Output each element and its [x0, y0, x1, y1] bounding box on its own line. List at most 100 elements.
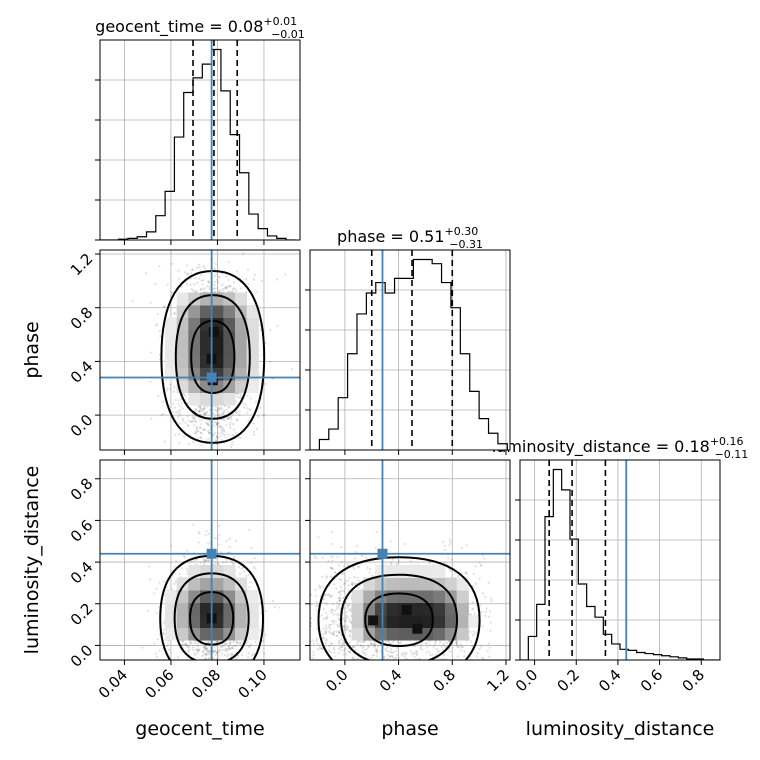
- density-geocent_time-vs-phase-sample-point: [222, 430, 226, 433]
- density-geocent_time-vs-phase-sample-point: [219, 425, 222, 428]
- density-phase-vs-luminosity_distance-sample-point: [310, 593, 313, 596]
- density-phase-vs-luminosity_distance-sample-point: [481, 625, 484, 628]
- density-geocent_time-vs-phase-density-cell: [165, 317, 178, 331]
- density-phase-vs-luminosity_distance-sample-point: [335, 634, 338, 637]
- density-phase-vs-luminosity_distance-sample-point: [333, 613, 336, 616]
- density-geocent_time-vs-luminosity_distance-sample-point: [221, 645, 224, 648]
- density-phase-vs-luminosity_distance-sample-point: [331, 567, 334, 571]
- xlabel-phase: phase: [381, 718, 438, 740]
- density-geocent_time-vs-luminosity_distance-sample-point: [217, 543, 220, 546]
- density-phase-vs-luminosity_distance-sample-point: [327, 649, 331, 652]
- density-phase-vs-luminosity_distance-sample-point: [489, 629, 492, 632]
- density-phase-vs-luminosity_distance-sample-point: [389, 540, 392, 543]
- density-geocent_time-vs-luminosity_distance-density-cell: [223, 577, 236, 591]
- density-geocent_time-vs-luminosity_distance-sample-point: [173, 565, 176, 568]
- density-geocent_time-vs-luminosity_distance-sample-point: [228, 537, 232, 540]
- density-geocent_time-vs-phase-density-cell: [246, 355, 259, 368]
- density-geocent_time-vs-phase-sample-point: [235, 270, 239, 273]
- density-phase-vs-luminosity_distance-sample-point: [376, 652, 379, 655]
- density-phase-vs-luminosity_distance-sample-point: [341, 639, 344, 642]
- density-geocent_time-vs-luminosity_distance-sample-point: [240, 653, 244, 657]
- density-geocent_time-vs-phase-sample-point: [159, 335, 162, 338]
- density-geocent_time-vs-phase-sample-point: [229, 445, 233, 449]
- density-geocent_time-vs-phase-sample-point: [213, 424, 216, 427]
- density-geocent_time-vs-luminosity_distance-sample-point: [241, 640, 244, 643]
- density-phase-vs-luminosity_distance-sample-point: [339, 593, 342, 596]
- density-geocent_time-vs-luminosity_distance-sample-point: [249, 581, 252, 584]
- density-phase-vs-luminosity_distance-density-cell: [398, 627, 411, 641]
- density-geocent_time-vs-phase-density-cell: [176, 330, 189, 343]
- density-phase-vs-luminosity_distance-sample-point: [404, 653, 407, 656]
- density-phase-vs-luminosity_distance-density-cell: [386, 615, 399, 628]
- density-geocent_time-vs-phase-sample-point: [199, 436, 202, 439]
- hist-geocent_time-bg: [100, 40, 300, 240]
- density-geocent_time-vs-phase-sample-point: [218, 276, 221, 279]
- density-phase-vs-luminosity_distance-sample-point: [403, 654, 406, 658]
- density-phase-vs-luminosity_distance-sample-point: [325, 629, 328, 632]
- density-geocent_time-vs-luminosity_distance-sample-point: [253, 557, 256, 560]
- density-geocent_time-vs-phase-sample-point: [212, 287, 216, 290]
- density-phase-vs-luminosity_distance-sample-point: [351, 656, 354, 659]
- density-phase-vs-luminosity_distance-density-cell: [351, 627, 364, 641]
- density-geocent_time-vs-phase-sample-point: [180, 401, 184, 405]
- density-phase-vs-luminosity_distance-sample-point: [395, 562, 398, 566]
- density-geocent_time-vs-luminosity_distance-sample-point: [204, 647, 207, 650]
- density-geocent_time-vs-luminosity_distance-sample-point: [203, 562, 206, 565]
- density-geocent_time-vs-phase-sample-point: [180, 285, 183, 288]
- density-geocent_time-vs-luminosity_distance-sample-point: [196, 649, 200, 652]
- density-geocent_time-vs-phase-sample-point: [189, 420, 192, 423]
- density-phase-vs-luminosity_distance-sample-point: [352, 645, 355, 648]
- density-phase-vs-luminosity_distance-sample-point: [310, 617, 313, 620]
- density-phase-vs-luminosity_distance-sample-point: [351, 657, 354, 660]
- density-phase-vs-luminosity_distance-sample-point: [471, 608, 474, 611]
- density-geocent_time-vs-luminosity_distance-contour-2: [189, 591, 235, 646]
- density-geocent_time-vs-phase-sample-point: [221, 429, 224, 432]
- density-phase-vs-luminosity_distance-sample-point: [386, 653, 389, 656]
- density-phase-vs-luminosity_distance-sample-point: [488, 646, 491, 649]
- density-geocent_time-vs-phase-sample-point: [187, 424, 190, 427]
- density-phase-vs-luminosity_distance-sample-point: [448, 544, 451, 547]
- density-geocent_time-vs-phase-sample-point: [220, 428, 223, 431]
- density-phase-vs-luminosity_distance-sample-point: [478, 577, 481, 580]
- density-phase-vs-luminosity_distance-sample-point: [489, 621, 492, 624]
- density-geocent_time-vs-phase-sample-point: [186, 415, 189, 418]
- density-phase-vs-luminosity_distance-sample-point: [353, 657, 356, 660]
- density-phase-vs-luminosity_distance-sample-point: [441, 648, 445, 652]
- density-geocent_time-vs-luminosity_distance-sample-point: [212, 639, 216, 643]
- density-phase-vs-luminosity_distance-sample-point: [315, 627, 319, 631]
- density-geocent_time-vs-luminosity_distance-sample-point: [273, 605, 276, 609]
- density-geocent_time-vs-phase-density-cell: [176, 292, 189, 306]
- density-geocent_time-vs-luminosity_distance-sample-point: [168, 648, 171, 651]
- density-geocent_time-vs-phase-sample-point: [257, 415, 260, 418]
- density-phase-vs-luminosity_distance-sample-point: [471, 601, 475, 604]
- density-phase-vs-luminosity_distance-sample-point: [344, 626, 347, 630]
- density-geocent_time-vs-luminosity_distance-density-cell: [200, 565, 213, 578]
- density-geocent_time-vs-luminosity_distance-sample-point: [225, 650, 228, 653]
- density-geocent_time-vs-phase-sample-point: [173, 312, 176, 315]
- density-geocent_time-vs-phase-sample-point: [234, 410, 238, 414]
- density-geocent_time-vs-luminosity_distance-sample-point: [154, 652, 158, 655]
- density-geocent_time-vs-luminosity_distance-density-cell: [200, 577, 213, 591]
- density-geocent_time-vs-phase-sample-point: [239, 287, 242, 290]
- density-phase-vs-luminosity_distance-sample-point: [357, 579, 361, 583]
- density-phase-vs-luminosity_distance-sample-point: [395, 650, 398, 653]
- density-geocent_time-vs-phase-sample-point: [222, 412, 225, 415]
- density-geocent_time-vs-phase-border: [99, 249, 301, 451]
- density-geocent_time-vs-phase-sample-point: [239, 394, 242, 397]
- density-phase-vs-luminosity_distance-sample-point: [373, 645, 376, 648]
- density-geocent_time-vs-luminosity_distance-sample-point: [156, 638, 159, 641]
- density-phase-vs-luminosity_distance-sample-point: [351, 583, 354, 587]
- density-geocent_time-vs-luminosity_distance-sample-point: [278, 606, 281, 609]
- density-geocent_time-vs-phase-sample-point: [214, 438, 218, 441]
- density-phase-vs-luminosity_distance-sample-point: [455, 642, 458, 646]
- density-geocent_time-vs-luminosity_distance-sample-point: [185, 644, 188, 647]
- hist-phase-steps: [310, 258, 508, 450]
- density-geocent_time-vs-phase-density-cell: [246, 380, 259, 393]
- density-geocent_time-vs-luminosity_distance-sample-point: [242, 570, 246, 573]
- density-phase-vs-luminosity_distance-sample-point: [338, 599, 341, 602]
- density-geocent_time-vs-phase-sample-point: [200, 443, 203, 447]
- density-phase-vs-luminosity_distance-sample-point: [338, 642, 341, 645]
- density-geocent_time-vs-phase-sample-point: [201, 279, 205, 282]
- density-phase-vs-luminosity_distance-sample-point: [322, 618, 325, 621]
- density-phase-vs-luminosity_distance-sample-point: [460, 546, 463, 550]
